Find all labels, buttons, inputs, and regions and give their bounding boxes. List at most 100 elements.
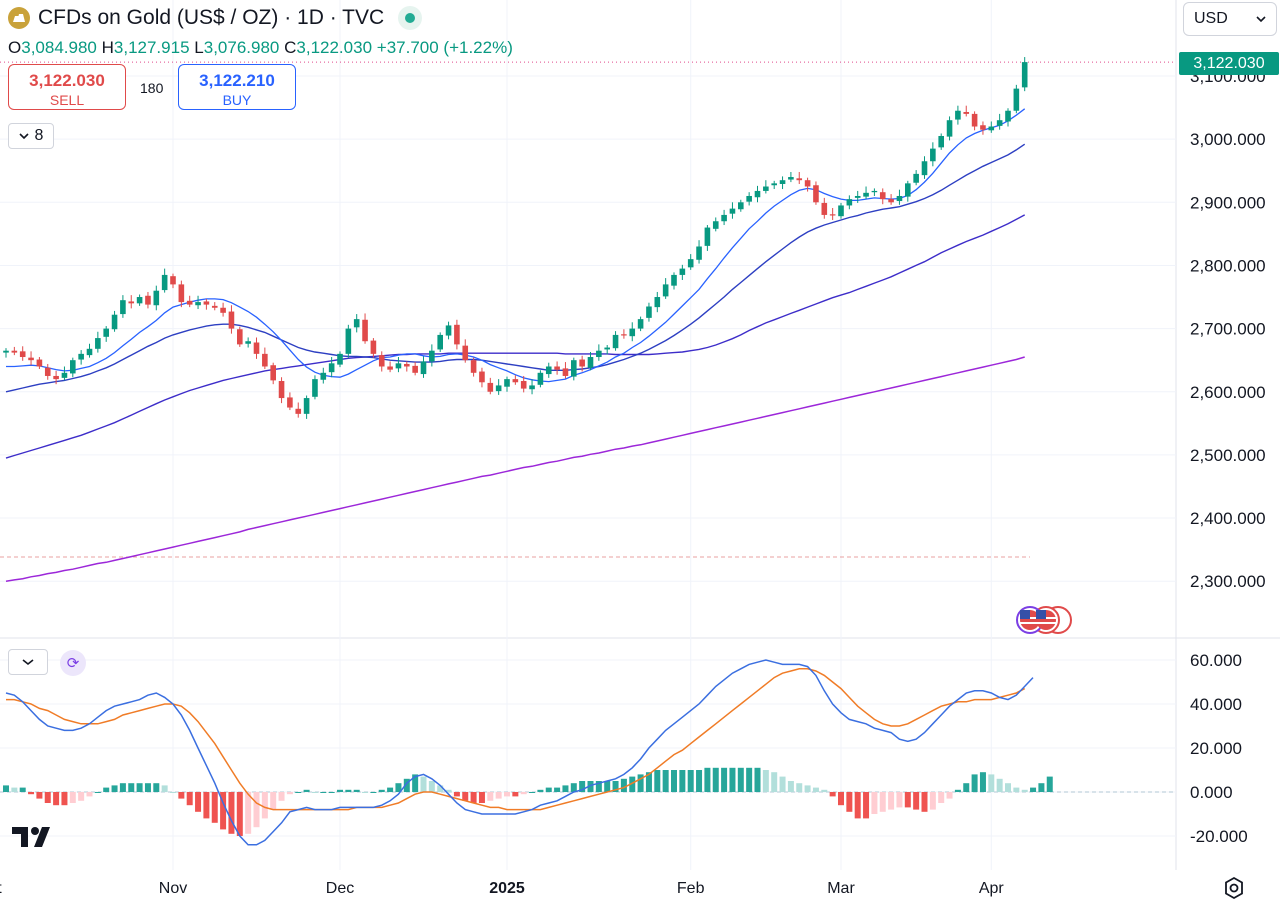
candle: [53, 370, 59, 385]
y-tick-label: 2,700.000: [1190, 320, 1266, 339]
histogram-bar: [696, 770, 703, 792]
histogram-bar: [754, 767, 761, 792]
histogram-bar: [286, 792, 293, 795]
histogram-bar: [587, 781, 594, 792]
gear-icon[interactable]: [1222, 876, 1246, 900]
candle: [754, 185, 761, 203]
histogram-bar: [261, 792, 268, 819]
change-value: +37.700 (+1.22%): [376, 38, 513, 57]
y-tick-label: 2,800.000: [1190, 256, 1266, 275]
low-label: L: [194, 38, 204, 57]
candle: [86, 343, 93, 358]
histogram-bar: [570, 783, 577, 792]
candle: [495, 379, 502, 395]
candle: [312, 375, 318, 400]
candle: [420, 356, 427, 378]
candle: [353, 314, 360, 333]
candle: [687, 254, 694, 270]
high-value: 3,127.915: [113, 38, 190, 57]
histogram-bar: [779, 776, 786, 792]
histogram-bar: [487, 792, 494, 801]
candle: [470, 357, 477, 377]
histogram-bar: [913, 792, 920, 810]
candle: [646, 302, 652, 322]
candle: [971, 111, 978, 131]
symbol-header[interactable]: CFDs on Gold (US$ / OZ) · 1D · TVC: [8, 6, 423, 30]
tradingview-logo: [12, 825, 58, 856]
histogram-bar: [337, 789, 343, 792]
histogram-bar: [253, 792, 260, 828]
histogram-bar: [595, 781, 602, 792]
histogram-bar: [186, 792, 193, 806]
currency-select[interactable]: USD: [1183, 2, 1277, 36]
signal-line: [6, 668, 1026, 811]
histogram-bar: [871, 792, 878, 814]
histogram-bar: [712, 767, 719, 792]
candle: [228, 305, 235, 334]
histogram-bar: [128, 783, 135, 792]
histogram-bar: [3, 785, 9, 792]
histogram-bar: [929, 792, 936, 810]
macd-y-tick-label: 20.000: [1190, 739, 1242, 758]
candle: [320, 367, 327, 384]
candle: [11, 346, 18, 356]
histogram-bar: [954, 789, 961, 792]
histogram-bar: [28, 792, 35, 795]
buy-label: BUY: [222, 92, 252, 108]
symbol-title: CFDs on Gold (US$ / OZ) · 1D · TVC: [38, 6, 385, 29]
close-value: 3,122.030: [296, 38, 373, 57]
candle: [78, 350, 84, 365]
candle: [921, 156, 928, 179]
candle: [905, 180, 911, 202]
open-value: 3,084.980: [21, 38, 97, 57]
candle: [879, 188, 886, 205]
indicators-toggle-button[interactable]: 8: [8, 123, 54, 149]
histogram-bar: [320, 792, 327, 793]
candle: [930, 142, 936, 167]
candle: [412, 362, 418, 376]
histogram-bar: [762, 770, 769, 792]
histogram-bar: [153, 783, 160, 792]
candle: [487, 377, 494, 395]
histogram-bar: [420, 776, 427, 792]
histogram-bar: [512, 792, 519, 797]
us-flag-events-icon[interactable]: [1012, 605, 1074, 635]
macd-pane-toggle-button[interactable]: [8, 649, 48, 675]
candle: [896, 189, 903, 205]
histogram-bar: [61, 792, 68, 806]
candle: [796, 171, 803, 184]
y-tick-label: 2,600.000: [1190, 383, 1266, 402]
candle: [220, 302, 226, 317]
macd-y-tick-label: 40.000: [1190, 695, 1242, 714]
candle: [829, 207, 836, 220]
ma-200-line: [5, 356, 1025, 582]
chevron-down-icon: [1256, 16, 1266, 23]
histogram-bar: [136, 783, 143, 792]
candle: [295, 402, 302, 418]
y-tick-label: 2,500.000: [1190, 446, 1266, 465]
candle: [462, 339, 469, 363]
candle: [838, 202, 844, 219]
histogram-bar: [178, 792, 185, 799]
sell-button[interactable]: 3,122.030 SELL: [8, 64, 126, 110]
candle: [454, 319, 460, 350]
candle: [328, 357, 335, 378]
candle: [303, 395, 310, 419]
candle: [186, 295, 193, 308]
histogram-bar: [896, 792, 903, 808]
refresh-icon[interactable]: ⟳: [60, 650, 86, 676]
candle: [913, 170, 919, 186]
candle: [854, 190, 861, 203]
x-tick-label: Mar: [827, 880, 855, 897]
sell-price: 3,122.030: [29, 71, 105, 90]
histogram-bar: [838, 792, 844, 806]
histogram-bar: [787, 781, 794, 792]
histogram-bar: [504, 792, 510, 797]
histogram-bar: [462, 792, 469, 801]
candle: [980, 121, 986, 135]
buy-button[interactable]: 3,122.210 BUY: [178, 64, 296, 110]
candle: [378, 351, 385, 372]
y-tick-label: 3,000.000: [1190, 130, 1266, 149]
candle: [504, 376, 510, 392]
